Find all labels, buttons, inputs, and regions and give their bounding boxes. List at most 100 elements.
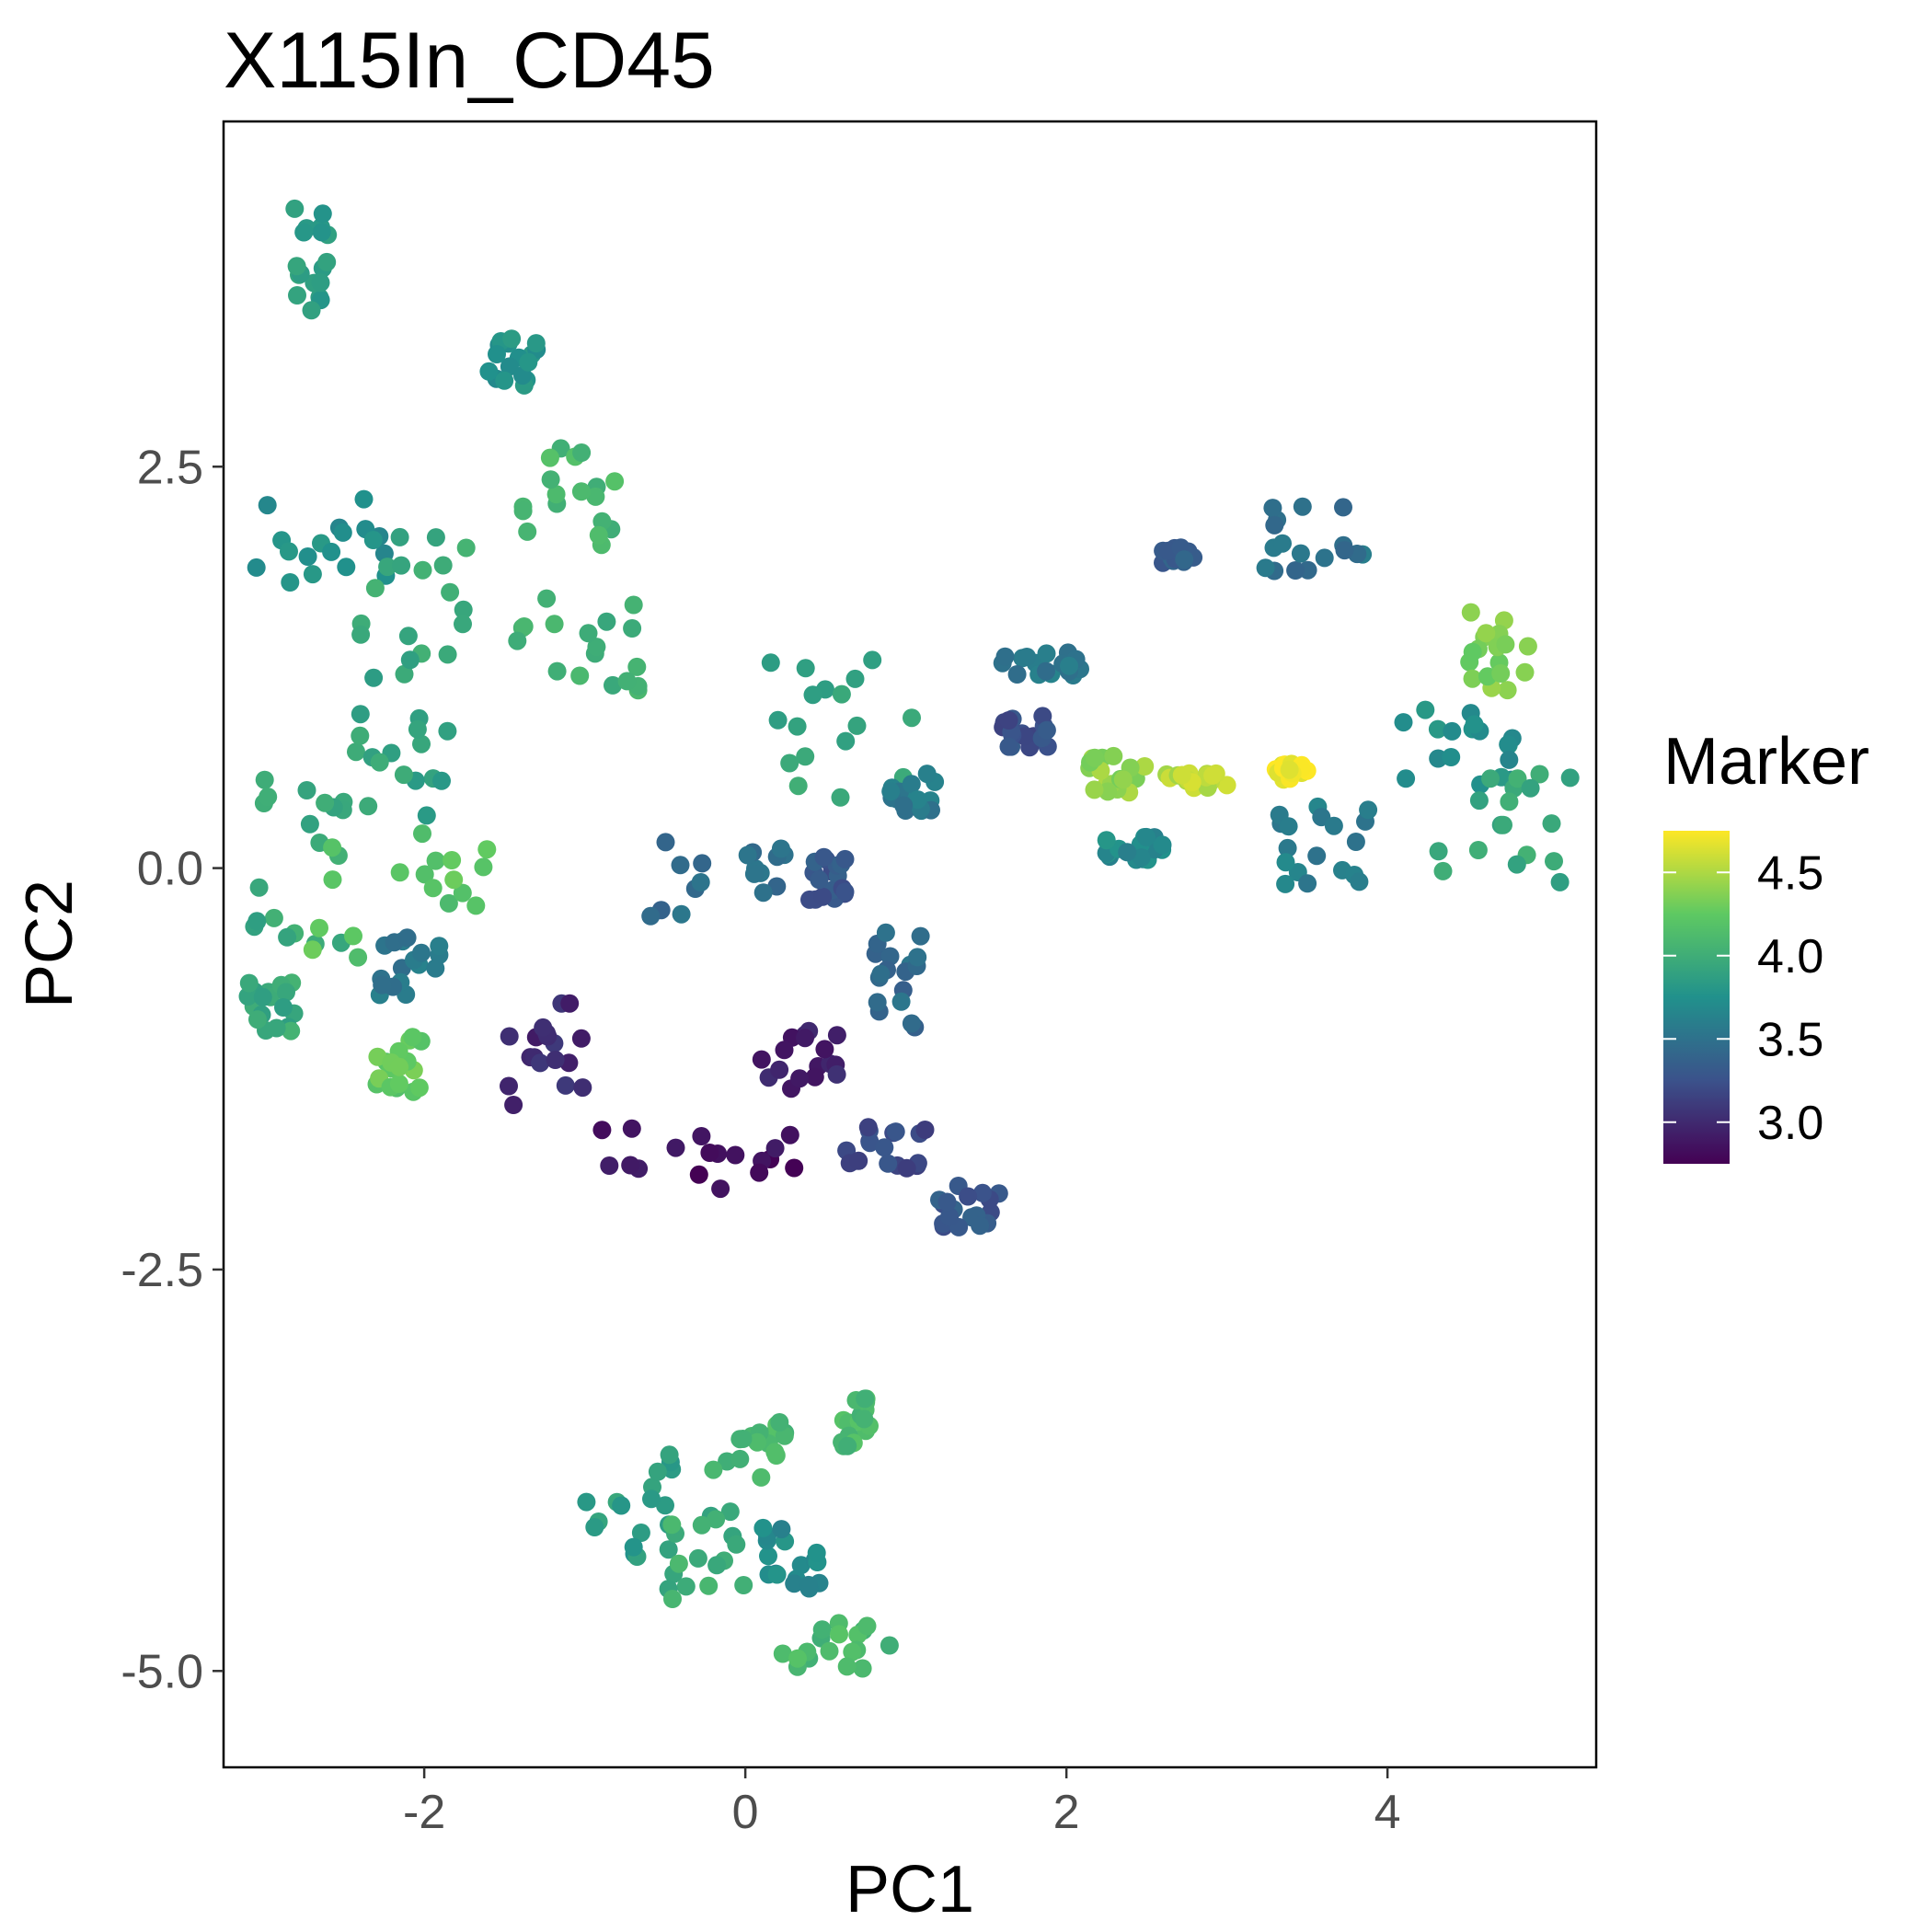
- data-point: [589, 525, 608, 545]
- data-point: [1500, 792, 1519, 811]
- data-point: [395, 664, 414, 684]
- data-point: [1307, 846, 1327, 866]
- data-point: [855, 1409, 874, 1429]
- data-point: [347, 742, 365, 762]
- y-tick-label: -5.0: [121, 1645, 203, 1698]
- data-point: [605, 472, 625, 491]
- data-point: [662, 1515, 682, 1535]
- data-point: [663, 1590, 682, 1608]
- data-point: [287, 257, 306, 276]
- data-point: [1217, 776, 1236, 795]
- data-point: [500, 357, 519, 376]
- data-point: [466, 896, 486, 915]
- data-point: [1037, 720, 1056, 740]
- data-point: [788, 776, 808, 796]
- data-point: [1085, 748, 1104, 767]
- data-point: [1033, 707, 1052, 726]
- data-point: [796, 659, 815, 678]
- data-point: [267, 1018, 286, 1038]
- data-point: [1416, 700, 1435, 719]
- data-point: [908, 790, 927, 810]
- data-point: [323, 870, 342, 890]
- y-tick-label: 2.5: [137, 441, 203, 494]
- data-point: [692, 1127, 711, 1145]
- data-point: [868, 993, 887, 1012]
- data-point: [1521, 778, 1540, 798]
- data-point: [752, 1050, 771, 1069]
- data-point: [400, 650, 420, 670]
- data-point: [959, 1187, 978, 1206]
- data-point: [453, 883, 472, 903]
- data-point: [897, 1158, 916, 1178]
- data-point: [856, 1389, 875, 1409]
- data-point: [785, 1574, 804, 1593]
- data-point: [768, 710, 788, 730]
- data-point: [409, 1078, 429, 1098]
- data-point: [1463, 669, 1482, 688]
- legend-tick-label: 4.0: [1757, 930, 1823, 983]
- data-point: [838, 1436, 857, 1455]
- data-point: [875, 1138, 894, 1157]
- data-point: [504, 1096, 523, 1114]
- data-point: [612, 1496, 631, 1515]
- data-point: [617, 672, 637, 691]
- data-point: [1469, 791, 1489, 811]
- data-point: [333, 523, 352, 542]
- data-point: [280, 542, 298, 561]
- data-point: [902, 775, 921, 794]
- data-point: [587, 638, 606, 657]
- data-point: [443, 851, 462, 869]
- data-point: [623, 619, 642, 638]
- data-point: [547, 661, 567, 681]
- data-point: [571, 1029, 591, 1048]
- data-point: [656, 833, 675, 852]
- data-point: [1203, 765, 1223, 785]
- data-point: [249, 878, 269, 897]
- data-point: [1429, 842, 1448, 861]
- data-point: [303, 565, 322, 584]
- data-point: [597, 612, 616, 631]
- data-point: [258, 496, 277, 515]
- data-point: [1263, 499, 1282, 518]
- data-point: [264, 908, 283, 927]
- data-point: [1172, 765, 1191, 785]
- y-tick-label: 0.0: [137, 843, 203, 896]
- data-point: [831, 788, 850, 807]
- data-point: [247, 912, 267, 931]
- data-point: [1500, 750, 1519, 769]
- data-point: [1350, 872, 1369, 891]
- plot-panel-border: [222, 120, 1598, 1769]
- data-point: [780, 753, 799, 773]
- data-point: [351, 726, 370, 745]
- data-point: [711, 1179, 730, 1199]
- data-point: [666, 1138, 685, 1157]
- data-point: [1550, 872, 1570, 891]
- y-axis: 2.5 0.0 -2.5 -5.0: [121, 441, 224, 1698]
- data-point: [288, 286, 306, 305]
- data-point: [394, 765, 413, 785]
- data-point: [495, 371, 514, 390]
- data-point: [397, 928, 417, 948]
- data-point: [1507, 855, 1526, 874]
- data-point: [311, 273, 330, 293]
- data-point: [830, 1625, 848, 1644]
- data-point: [537, 589, 557, 608]
- data-point: [796, 747, 815, 766]
- data-point: [351, 705, 370, 724]
- data-point: [1276, 874, 1295, 893]
- data-point: [534, 1018, 553, 1037]
- chart-title: X115In_CD45: [224, 17, 715, 105]
- data-point: [688, 1548, 707, 1568]
- data-point: [585, 1518, 604, 1536]
- data-point: [659, 1540, 678, 1559]
- data-point: [730, 1449, 750, 1468]
- legend-tick-label: 3.0: [1757, 1097, 1823, 1150]
- data-point: [364, 668, 384, 687]
- data-point: [441, 582, 460, 602]
- data-point: [1278, 838, 1297, 857]
- data-point: [1298, 874, 1317, 893]
- data-point: [973, 1183, 992, 1202]
- data-point: [814, 847, 834, 867]
- data-point: [317, 252, 337, 271]
- data-point: [704, 1460, 723, 1479]
